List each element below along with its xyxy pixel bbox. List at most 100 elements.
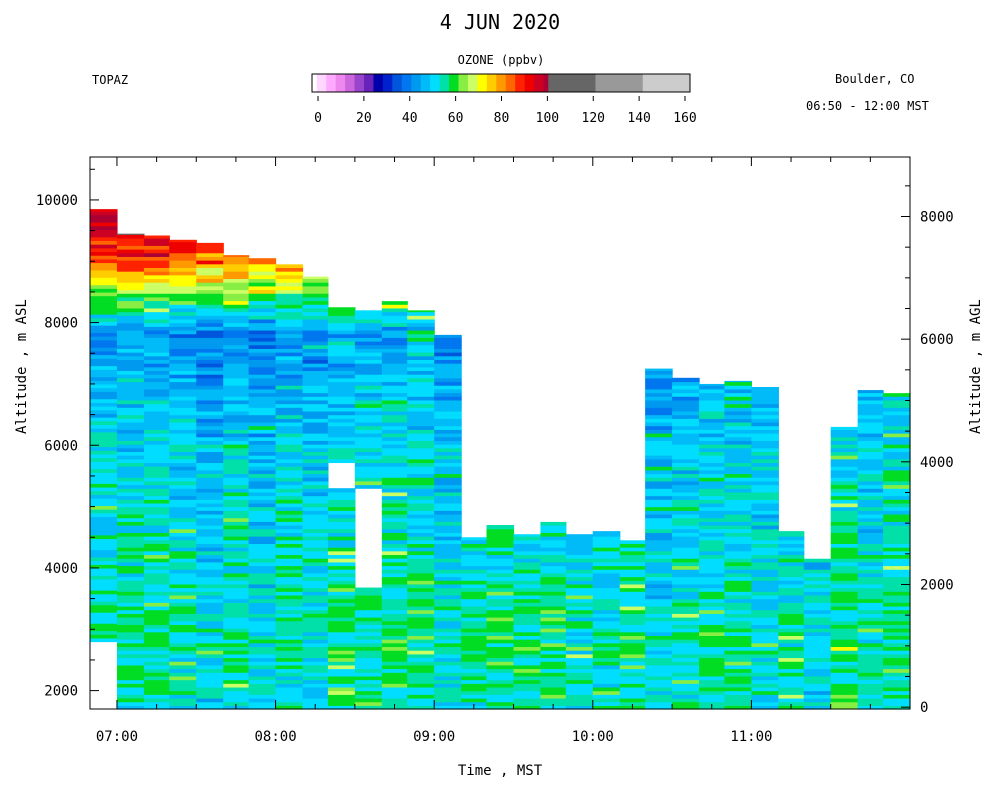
ozone-cell (751, 668, 779, 673)
ozone-cell (248, 374, 277, 379)
ozone-cell (592, 550, 621, 556)
ozone-cell (354, 635, 383, 640)
ozone-cell (302, 683, 329, 688)
ozone-cell (143, 256, 170, 261)
ozone-cell (381, 385, 408, 390)
ozone-cell (275, 697, 304, 703)
ozone-cell (116, 348, 145, 353)
ozone-cell (830, 668, 859, 673)
ozone-cell (302, 650, 329, 655)
ozone-cell (196, 252, 224, 257)
ozone-cell (645, 598, 673, 603)
ozone-cell (699, 613, 726, 618)
ozone-cell (248, 521, 277, 526)
ozone-cell (724, 521, 752, 526)
ozone-cell (116, 705, 145, 710)
ozone-cell (645, 620, 673, 625)
ozone-cell (302, 506, 329, 511)
ozone-cell (724, 547, 752, 552)
ozone-cell (143, 274, 170, 280)
ozone-cell (302, 399, 329, 405)
ozone-cell (169, 315, 197, 320)
ozone-cell (248, 421, 277, 427)
ozone-cell (302, 425, 329, 430)
ozone-cell (699, 440, 726, 445)
ozone-cell (143, 558, 170, 563)
ozone-cell (116, 701, 145, 706)
ozone-cell (461, 569, 488, 574)
ozone-cell (327, 631, 356, 636)
ozone-cell (169, 653, 197, 659)
ozone-cell (381, 672, 408, 677)
ozone-cell (407, 565, 435, 570)
ozone-cell (169, 631, 197, 636)
ozone-cell (116, 322, 145, 327)
ozone-cell (327, 528, 356, 533)
ozone-cell (751, 421, 779, 427)
ozone-cell (196, 510, 224, 515)
ozone-cell (672, 462, 700, 467)
ozone-cell (381, 403, 408, 408)
ozone-cell (724, 617, 752, 622)
ozone-cell (248, 694, 277, 699)
ozone-cell (830, 558, 859, 563)
ozone-cell (381, 510, 408, 515)
ozone-cell (830, 543, 859, 548)
colorbar-bin (534, 74, 544, 92)
ozone-cell (248, 396, 277, 401)
ozone-cell (223, 510, 250, 515)
ozone-cell (248, 352, 277, 357)
ozone-cell (565, 642, 594, 648)
ozone-cell (699, 447, 726, 452)
ozone-cell (830, 587, 859, 592)
ozone-cell (90, 604, 118, 610)
ozone-cell (645, 587, 673, 592)
ozone-cell (699, 598, 726, 603)
ozone-cell (857, 672, 884, 677)
ozone-cell (699, 532, 726, 537)
ozone-cell (354, 410, 383, 416)
ozone-cell (302, 363, 329, 368)
ozone-cell (302, 484, 329, 489)
ozone-cell (169, 348, 197, 353)
ozone-cell (672, 440, 700, 445)
ozone-cell (354, 447, 383, 452)
ozone-cell (223, 583, 250, 589)
ozone-cell (434, 510, 462, 515)
ozone-cell (302, 366, 329, 372)
ozone-cell (116, 396, 145, 401)
ozone-cell (381, 598, 408, 603)
ozone-cell (619, 561, 646, 567)
ozone-cell (513, 554, 542, 559)
ozone-cell (830, 532, 859, 537)
ozone-cell (327, 635, 356, 640)
ozone-cell (223, 256, 250, 261)
ozone-cell (116, 583, 145, 589)
ozone-cell (778, 668, 805, 673)
ozone-cell (223, 348, 250, 353)
ozone-cell (302, 466, 329, 471)
ozone-cell (830, 617, 859, 622)
ozone-cell (143, 458, 170, 464)
ozone-cell (327, 697, 356, 703)
ozone-cell (327, 683, 356, 688)
ozone-cell (883, 646, 911, 651)
ozone-cell (248, 410, 277, 416)
ozone-cell (513, 628, 542, 633)
ozone-cell (302, 617, 329, 622)
ozone-cell (486, 694, 515, 699)
ozone-cell (90, 475, 118, 481)
ozone-cell (592, 543, 621, 548)
ozone-cell (381, 480, 408, 486)
ozone-cell (407, 561, 435, 567)
ozone-cell (169, 477, 197, 482)
ozone-cell (381, 506, 408, 511)
ozone-cell (327, 381, 356, 386)
ozone-cell (275, 558, 304, 563)
ozone-cell (883, 469, 911, 475)
ozone-cell (407, 675, 435, 681)
ozone-cell (116, 289, 145, 294)
ozone-cell (169, 675, 197, 681)
ozone-cell (381, 646, 408, 651)
ozone-cell (327, 591, 356, 596)
